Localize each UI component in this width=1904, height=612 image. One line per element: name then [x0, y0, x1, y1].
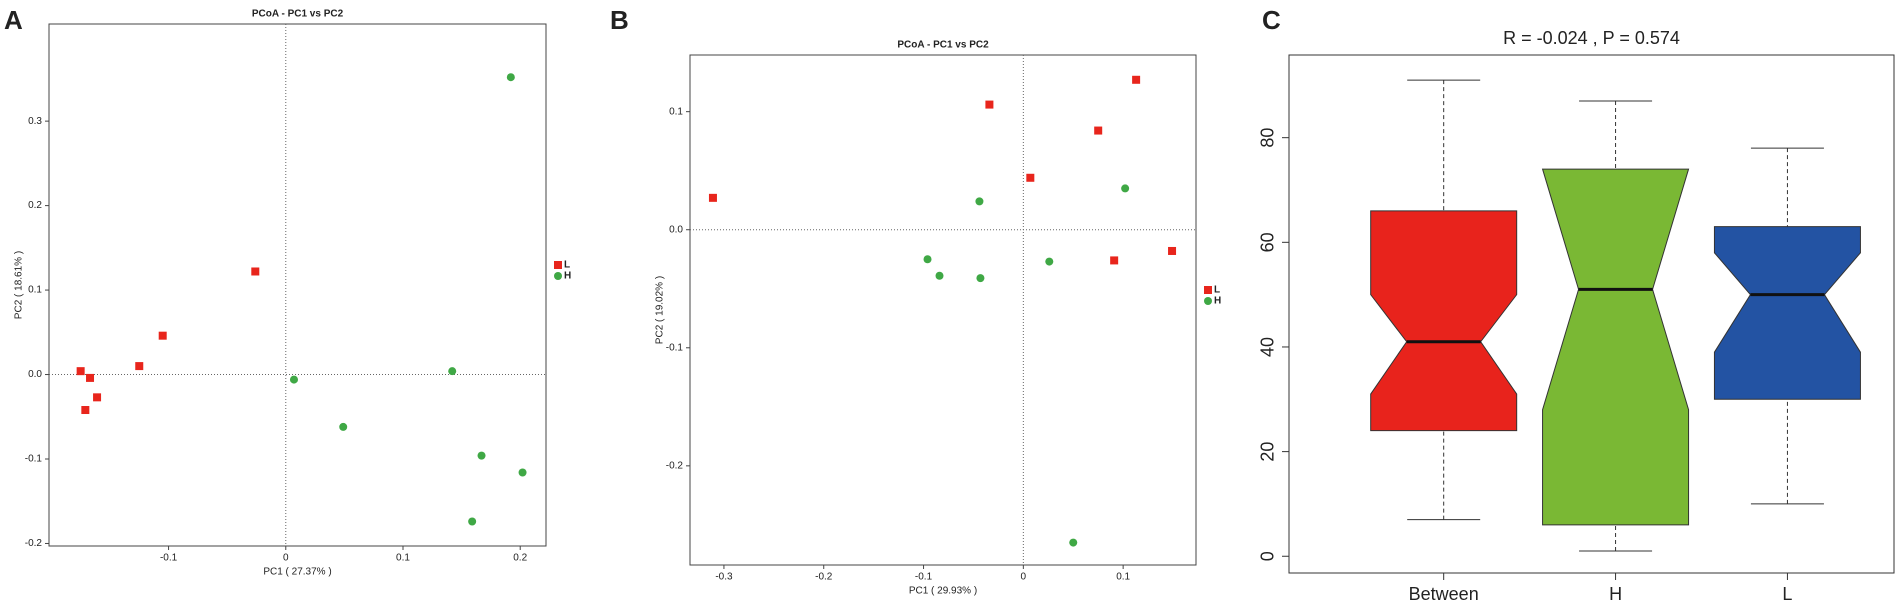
y-axis-label: PC2 ( 19.02% ): [655, 276, 666, 344]
y-tick-label: -0.2: [25, 538, 43, 549]
x-axis-label: PC1 ( 27.37% ): [263, 567, 331, 578]
y-tick-label: -0.1: [25, 454, 43, 465]
point: [477, 451, 486, 460]
x-tick-label: -0.2: [815, 572, 833, 583]
point: [975, 197, 984, 206]
y-axis-label: PC2 ( 18.61% ): [14, 251, 25, 319]
point: [1110, 256, 1119, 265]
y-tick-label: 0.1: [28, 285, 42, 296]
point: [506, 73, 515, 82]
x-tick-label: H: [1609, 584, 1622, 604]
point: [158, 331, 167, 340]
point: [985, 100, 994, 109]
point: [1121, 184, 1130, 193]
x-tick-label: -0.1: [160, 553, 178, 564]
point: [1132, 75, 1141, 84]
x-tick-label: -0.1: [915, 572, 933, 583]
plot-frame: [48, 23, 547, 547]
x-tick-label: 0: [283, 553, 289, 564]
point: [339, 422, 348, 431]
point: [708, 193, 717, 202]
point: [976, 274, 985, 283]
legend-label: H: [564, 271, 571, 282]
point: [1026, 173, 1035, 182]
point: [289, 375, 298, 384]
y-tick-label: 0.1: [669, 106, 683, 117]
point: [1094, 126, 1103, 135]
y-tick-label: 20: [1258, 442, 1278, 462]
point: [935, 271, 944, 280]
y-tick-label: 0.0: [669, 224, 683, 235]
panel-label: A: [4, 5, 23, 35]
y-tick-label: 0.0: [28, 369, 42, 380]
chart-title: PCoA - PC1 vs PC2: [897, 40, 989, 51]
point: [251, 267, 260, 276]
legend-label: L: [564, 260, 570, 271]
x-tick-label: 0: [1021, 572, 1027, 583]
legend-marker: [1204, 297, 1212, 305]
legend-marker: [1204, 286, 1212, 294]
point: [468, 517, 477, 526]
legend-label: H: [1214, 296, 1221, 307]
legend-label: L: [1214, 285, 1220, 296]
y-tick-label: 0.2: [28, 200, 42, 211]
chart-title: PCoA - PC1 vs PC2: [252, 9, 344, 20]
point: [1069, 538, 1078, 547]
x-tick-label: 0.1: [1116, 572, 1130, 583]
y-tick-label: 60: [1258, 232, 1278, 252]
y-tick-label: 0: [1258, 551, 1278, 561]
box: [1541, 168, 1690, 526]
point: [1168, 246, 1177, 255]
y-tick-label: 80: [1258, 128, 1278, 148]
point: [76, 367, 85, 376]
point: [93, 393, 102, 402]
panel-label: C: [1262, 5, 1281, 35]
plot-frame: [689, 54, 1197, 566]
box: [1370, 210, 1518, 432]
x-tick-label: 0.2: [513, 553, 527, 564]
point: [135, 362, 144, 371]
legend-marker: [554, 261, 562, 269]
y-tick-label: 0.3: [28, 116, 42, 127]
point: [86, 373, 95, 382]
plot-frame: [1288, 54, 1895, 574]
y-tick-label: 40: [1258, 337, 1278, 357]
point: [81, 406, 90, 415]
panel-label: B: [610, 5, 629, 35]
y-tick-label: -0.2: [666, 460, 684, 471]
y-tick-label: -0.1: [666, 342, 684, 353]
point: [518, 468, 527, 477]
x-tick-label: Between: [1409, 584, 1479, 604]
x-tick-label: 0.1: [396, 553, 410, 564]
x-tick-label: -0.3: [715, 572, 733, 583]
point: [448, 367, 457, 376]
chart-title: R = -0.024 , P = 0.574: [1503, 28, 1680, 48]
x-axis-label: PC1 ( 29.93% ): [909, 586, 977, 597]
x-tick-label: L: [1782, 584, 1792, 604]
box: [1713, 226, 1861, 400]
point: [923, 255, 932, 264]
legend-marker: [554, 272, 562, 280]
point: [1045, 257, 1054, 266]
